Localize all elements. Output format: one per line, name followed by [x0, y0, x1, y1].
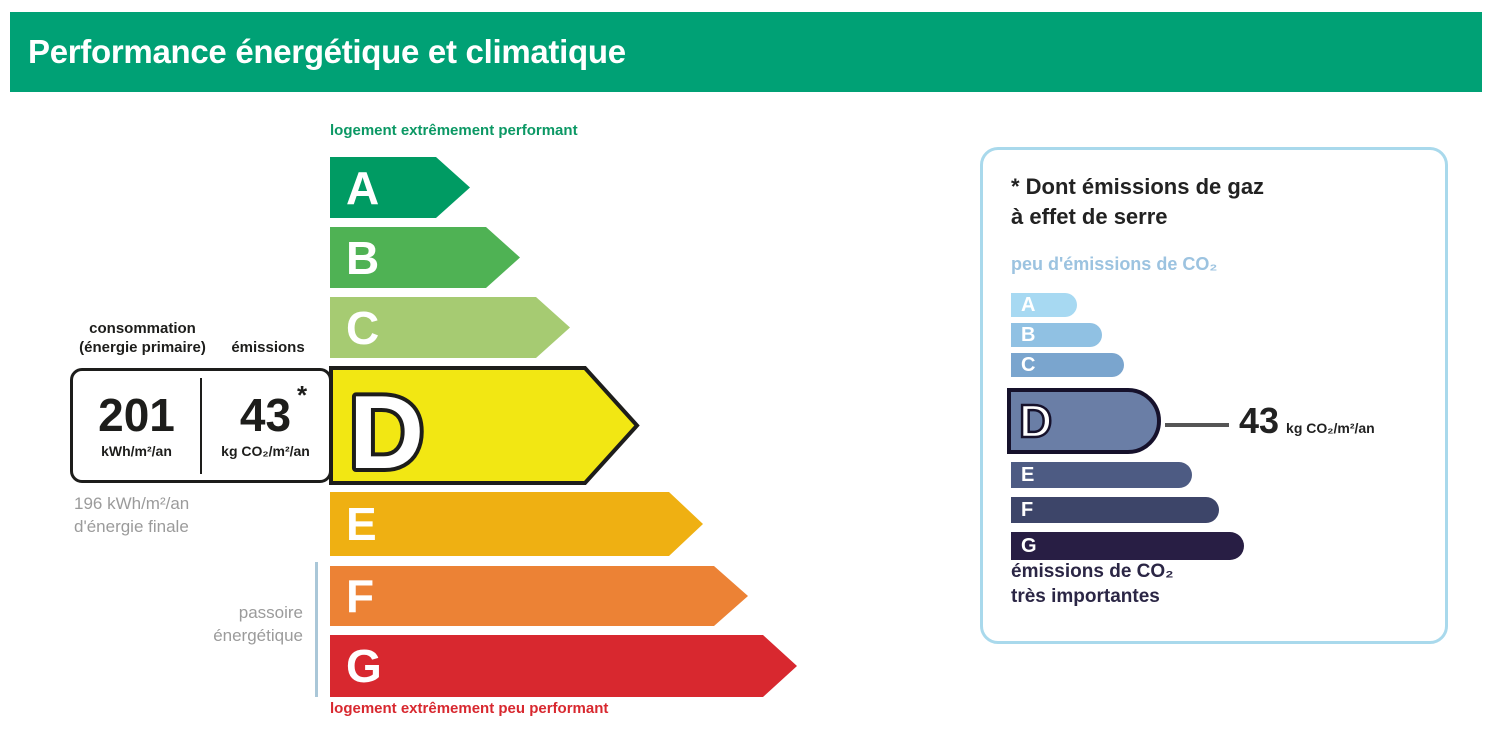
- final-energy-note: 196 kWh/m²/an d'énergie finale: [74, 493, 189, 539]
- consumption-value-cell: 201 kWh/m²/an: [73, 371, 200, 480]
- energy-bar-d-current: D: [329, 366, 640, 485]
- co2-bar-d-letter: D: [1018, 395, 1054, 447]
- co2-value: 43: [1239, 400, 1280, 441]
- co2-bar-e: E: [1011, 462, 1192, 488]
- header-bar: Performance énergétique et climatique: [10, 12, 1482, 92]
- sieve-bracket-line: [315, 562, 318, 697]
- energy-bar-c: C: [330, 297, 570, 358]
- energy-bottom-label: logement extrêmement peu performant: [330, 700, 609, 717]
- consumption-unit: kWh/m²/an: [101, 443, 172, 459]
- energy-bar-d-shape: [329, 366, 640, 485]
- energy-bar-f: F: [330, 566, 748, 626]
- energy-bar-a: A: [330, 157, 470, 218]
- co2-high-label-line1: émissions de CO₂: [1011, 561, 1174, 582]
- co2-bar-c: C: [1011, 353, 1124, 377]
- co2-bar-letter: B: [1021, 324, 1036, 346]
- co2-title-line2: à effet de serre: [1011, 203, 1168, 229]
- energy-bar-letter: E: [346, 498, 377, 550]
- energy-top-label: logement extrêmement performant: [330, 122, 578, 139]
- emissions-value: 43 *: [239, 382, 307, 441]
- energy-bar-b: B: [330, 227, 520, 288]
- energy-bar-letter: G: [346, 640, 382, 692]
- value-box-divider: [200, 377, 202, 474]
- sieve-label-line1: passoire: [238, 603, 303, 622]
- co2-low-label: peu d'émissions de CO₂: [1011, 254, 1218, 274]
- emissions-asterisk: *: [296, 380, 308, 410]
- co2-bar-f: F: [1011, 497, 1219, 523]
- final-energy-note-line2: d'énergie finale: [74, 516, 189, 536]
- co2-bar-letter: E: [1021, 464, 1035, 486]
- co2-title-line1: * Dont émissions de gaz: [1011, 174, 1265, 199]
- consumption-label-line1: consommation: [89, 320, 196, 337]
- energy-bar-letter: C: [346, 301, 380, 354]
- co2-bar-letter: F: [1021, 499, 1034, 521]
- co2-high-label: émissions de CO₂ très importantes: [1011, 560, 1174, 609]
- co2-value-callout: 43 kg CO₂/m²/an: [1239, 400, 1375, 442]
- co2-callout-line: [1165, 423, 1229, 427]
- co2-bar-d-current: D: [1007, 388, 1161, 454]
- co2-bar-letter: A: [1021, 294, 1036, 316]
- emissions-unit: kg CO₂/m²/an: [221, 443, 310, 459]
- current-values-box: 201 kWh/m²/an 43 * kg CO₂/m²/an: [70, 368, 332, 483]
- co2-panel-title: * Dont émissions de gaz à effet de serre: [1011, 172, 1264, 231]
- page-title: Performance énergétique et climatique: [28, 33, 626, 70]
- energy-bar-letter: B: [346, 231, 380, 284]
- energy-bar-e: E: [330, 492, 703, 556]
- emissions-value-cell: 43 * kg CO₂/m²/an: [202, 371, 329, 480]
- co2-panel: * Dont émissions de gaz à effet de serre…: [980, 147, 1448, 644]
- emissions-value-number: 43: [239, 389, 292, 441]
- energy-bar-d-letter: D: [349, 375, 424, 485]
- final-energy-note-line1: 196 kWh/m²/an: [74, 494, 190, 513]
- co2-bar-letter: G: [1021, 535, 1037, 557]
- energy-sieve-label: passoire énergétique: [170, 602, 303, 648]
- co2-bar-b: B: [1011, 323, 1102, 347]
- co2-high-label-line2: très importantes: [1011, 585, 1160, 607]
- energy-bar-g: G: [330, 635, 797, 697]
- consumption-label-line2: (énergie primaire): [79, 338, 206, 356]
- co2-value-unit: kg CO₂/m²/an: [1286, 420, 1375, 436]
- energy-bar-letter: F: [346, 570, 375, 622]
- co2-bar-g: G: [1011, 532, 1244, 560]
- consumption-column-label: consommation (énergie primaire): [55, 320, 230, 358]
- co2-bar-letter: C: [1021, 354, 1036, 376]
- consumption-value: 201: [98, 389, 175, 441]
- energy-bar-letter: A: [346, 161, 380, 214]
- co2-bar-a: A: [1011, 293, 1077, 317]
- sieve-label-line2: énergétique: [213, 625, 303, 645]
- emissions-column-label: émissions: [231, 339, 305, 356]
